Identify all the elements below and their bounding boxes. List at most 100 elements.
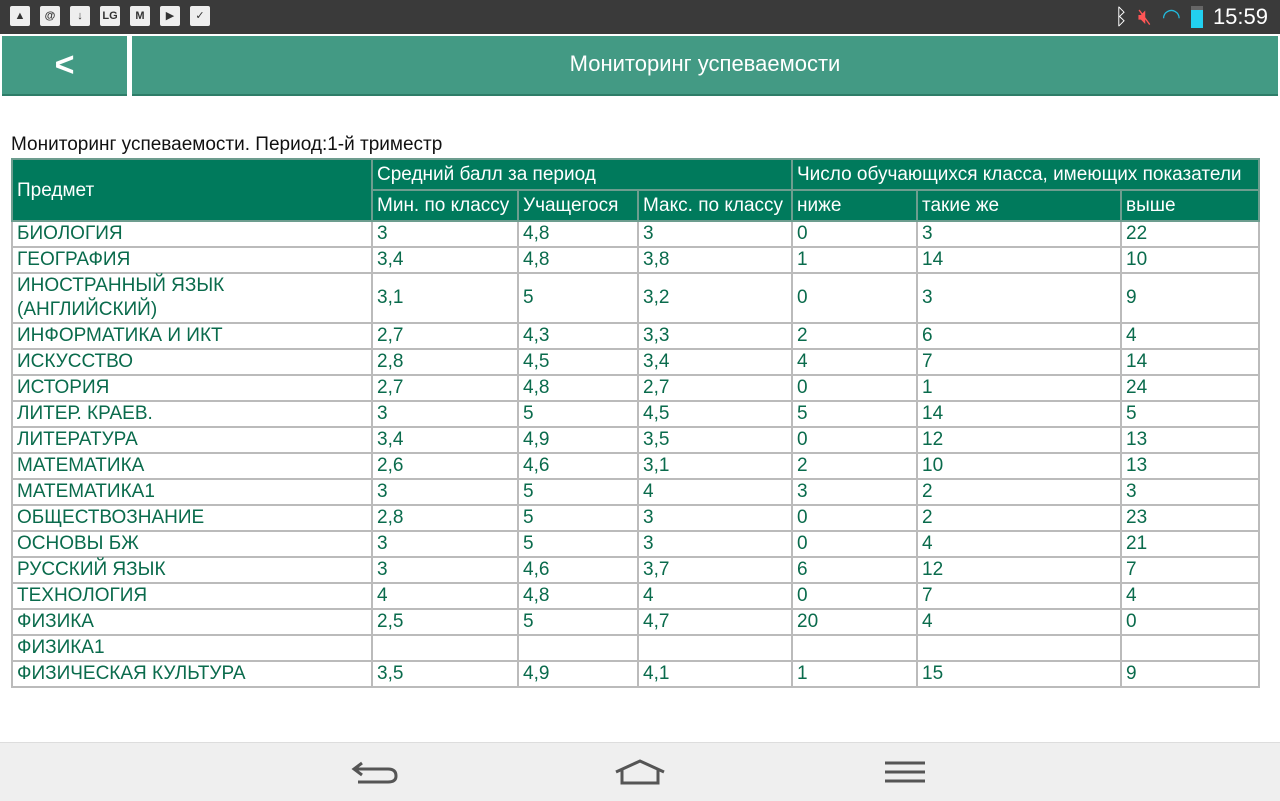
cell-lower: 0 — [791, 426, 918, 454]
cell-student: 4,3 — [517, 322, 639, 350]
header-min: Мин. по классу — [371, 189, 519, 222]
cell-lower: 0 — [791, 504, 918, 532]
cell-min: 2,5 — [371, 608, 519, 636]
back-button[interactable]: < — [2, 36, 127, 96]
nav-home-button[interactable] — [610, 755, 670, 789]
header-subject: Предмет — [11, 158, 373, 222]
cell-max: 2,7 — [637, 374, 793, 402]
report-content[interactable]: Мониторинг успеваемости. Период:1-й трим… — [0, 96, 1280, 742]
cell-student — [517, 634, 639, 662]
cell-subject: ФИЗИКА1 — [11, 634, 373, 662]
cell-subject: ТЕХНОЛОГИЯ — [11, 582, 373, 610]
gmail-icon: M — [130, 6, 150, 26]
cell-student: 4,6 — [517, 556, 639, 584]
email-at-icon: @ — [40, 6, 60, 26]
header-avg-group: Средний балл за период — [371, 158, 793, 191]
table-row: ИНФОРМАТИКА И ИКТ 2,7 4,3 3,3 2 6 4 — [11, 322, 1260, 350]
task-icon: ✓ — [190, 6, 210, 26]
cell-min: 4 — [371, 582, 519, 610]
cell-subject: МАТЕМАТИКА — [11, 452, 373, 480]
table-row: БИОЛОГИЯ 3 4,8 3 0 3 22 — [11, 220, 1260, 248]
mute-icon: 🔇︎ — [1137, 4, 1152, 29]
cell-subject: ЛИТЕРАТУРА — [11, 426, 373, 454]
page-title: Мониторинг успеваемости — [132, 36, 1278, 96]
bluetooth-icon: ᛒ — [1114, 4, 1128, 29]
cell-same: 7 — [916, 582, 1122, 610]
cell-subject: ИСКУССТВО — [11, 348, 373, 376]
cell-lower: 5 — [791, 400, 918, 428]
table-row: ИНОСТРАННЫЙ ЯЗЫК (АНГЛИЙСКИЙ) 3,1 5 3,2 0 3 9 — [11, 272, 1260, 324]
system-nav-bar — [0, 742, 1280, 801]
cell-subject: МАТЕМАТИКА1 — [11, 478, 373, 506]
nav-back-button[interactable] — [345, 755, 405, 789]
cell-higher: 22 — [1120, 220, 1260, 248]
header-same: такие же — [916, 189, 1122, 222]
cell-min: 3 — [371, 530, 519, 558]
cell-same: 3 — [916, 272, 1122, 324]
cell-lower: 2 — [791, 452, 918, 480]
cell-max: 3,8 — [637, 246, 793, 274]
cell-higher: 5 — [1120, 400, 1260, 428]
cell-student: 5 — [517, 400, 639, 428]
cell-max: 3,5 — [637, 426, 793, 454]
gallery-icon: ▲ — [10, 6, 30, 26]
cell-higher: 3 — [1120, 478, 1260, 506]
cell-lower: 2 — [791, 322, 918, 350]
cell-higher — [1120, 634, 1260, 662]
cell-max: 3,7 — [637, 556, 793, 584]
cell-lower: 3 — [791, 478, 918, 506]
cell-higher: 7 — [1120, 556, 1260, 584]
cell-same: 2 — [916, 478, 1122, 506]
cell-higher: 10 — [1120, 246, 1260, 274]
cell-same: 12 — [916, 556, 1122, 584]
cell-higher: 0 — [1120, 608, 1260, 636]
cell-max: 4,5 — [637, 400, 793, 428]
cell-higher: 9 — [1120, 660, 1260, 688]
table-row: МАТЕМАТИКА 2,6 4,6 3,1 2 10 13 — [11, 452, 1260, 480]
cell-higher: 4 — [1120, 322, 1260, 350]
clock: 15:59 — [1212, 4, 1268, 29]
cell-student: 4,8 — [517, 246, 639, 274]
cell-lower: 4 — [791, 348, 918, 376]
cell-subject: ФИЗИКА — [11, 608, 373, 636]
cell-max: 4 — [637, 478, 793, 506]
cell-student: 4,5 — [517, 348, 639, 376]
cell-subject: ГЕОГРАФИЯ — [11, 246, 373, 274]
cell-lower — [791, 634, 918, 662]
cell-same: 4 — [916, 530, 1122, 558]
cell-same: 6 — [916, 322, 1122, 350]
cell-lower: 1 — [791, 246, 918, 274]
cell-student: 5 — [517, 272, 639, 324]
cell-subject: ОСНОВЫ БЖ — [11, 530, 373, 558]
table-row: ИСТОРИЯ 2,7 4,8 2,7 0 1 24 — [11, 374, 1260, 402]
back-icon — [351, 761, 398, 784]
menu-icon — [885, 761, 925, 783]
cell-min: 2,8 — [371, 504, 519, 532]
header-higher: выше — [1120, 189, 1260, 222]
cell-min: 3,1 — [371, 272, 519, 324]
cell-subject: ЛИТЕР. КРАЕВ. — [11, 400, 373, 428]
cell-min: 2,6 — [371, 452, 519, 480]
cell-lower: 0 — [791, 220, 918, 248]
table-row: РУССКИЙ ЯЗЫК 3 4,6 3,7 6 12 7 — [11, 556, 1260, 584]
lg-icon: LG — [100, 6, 120, 26]
cell-student: 4,8 — [517, 220, 639, 248]
cell-higher: 13 — [1120, 426, 1260, 454]
cell-lower: 0 — [791, 374, 918, 402]
cell-student: 5 — [517, 478, 639, 506]
cell-higher: 9 — [1120, 272, 1260, 324]
cell-min: 3,4 — [371, 246, 519, 274]
nav-menu-button[interactable] — [875, 755, 935, 789]
cell-same: 14 — [916, 246, 1122, 274]
cell-max: 3,3 — [637, 322, 793, 350]
header-lower: ниже — [791, 189, 918, 222]
cell-same: 14 — [916, 400, 1122, 428]
cell-student: 5 — [517, 608, 639, 636]
cell-same: 2 — [916, 504, 1122, 532]
cell-min: 3 — [371, 556, 519, 584]
home-icon — [615, 759, 665, 785]
cell-max: 4 — [637, 582, 793, 610]
download-icon: ↓ — [70, 6, 90, 26]
cell-lower: 0 — [791, 582, 918, 610]
table-row: МАТЕМАТИКА1 3 5 4 3 2 3 — [11, 478, 1260, 506]
